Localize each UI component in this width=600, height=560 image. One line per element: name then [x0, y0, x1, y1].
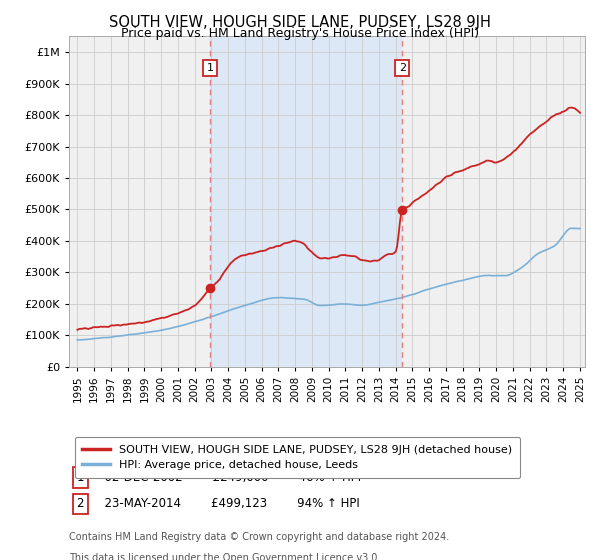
Text: 2: 2: [77, 497, 84, 510]
Text: Contains HM Land Registry data © Crown copyright and database right 2024.: Contains HM Land Registry data © Crown c…: [69, 532, 449, 542]
Legend: SOUTH VIEW, HOUGH SIDE LANE, PUDSEY, LS28 9JH (detached house), HPI: Average pri: SOUTH VIEW, HOUGH SIDE LANE, PUDSEY, LS2…: [74, 437, 520, 478]
Text: 1: 1: [77, 471, 84, 484]
Text: 02-DEC-2002        £249,000        46% ↑ HPI: 02-DEC-2002 £249,000 46% ↑ HPI: [97, 471, 362, 484]
Text: This data is licensed under the Open Government Licence v3.0.: This data is licensed under the Open Gov…: [69, 553, 380, 560]
Text: 1: 1: [206, 63, 214, 73]
Bar: [210, 36, 402, 367]
Text: Price paid vs. HM Land Registry's House Price Index (HPI): Price paid vs. HM Land Registry's House …: [121, 27, 479, 40]
Text: 23-MAY-2014        £499,123        94% ↑ HPI: 23-MAY-2014 £499,123 94% ↑ HPI: [97, 497, 360, 510]
Text: SOUTH VIEW, HOUGH SIDE LANE, PUDSEY, LS28 9JH: SOUTH VIEW, HOUGH SIDE LANE, PUDSEY, LS2…: [109, 15, 491, 30]
Text: 2: 2: [398, 63, 406, 73]
